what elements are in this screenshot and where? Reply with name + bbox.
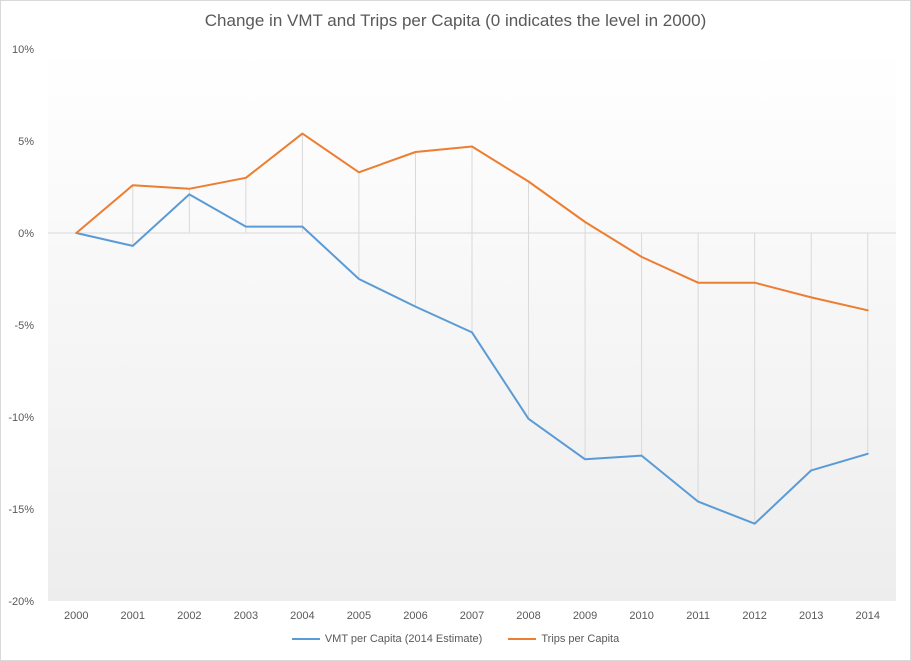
y-tick-label: -15% <box>8 504 34 516</box>
x-tick-label-2007: 2007 <box>460 610 484 622</box>
x-tick-label-2003: 2003 <box>234 610 258 622</box>
y-tick-label: 5% <box>18 136 34 148</box>
series-line-trips <box>75 132 869 312</box>
legend-item-vmt: VMT per Capita (2014 Estimate) <box>291 633 483 645</box>
legend-swatch-vmt <box>291 638 320 640</box>
y-tick-label: -5% <box>14 320 34 332</box>
x-tick-label-2004: 2004 <box>290 610 314 622</box>
x-tick-label-2001: 2001 <box>121 610 145 622</box>
legend-label-vmt: VMT per Capita (2014 Estimate) <box>324 633 483 645</box>
chart-title: Change in VMT and Trips per Capita (0 in… <box>204 11 707 30</box>
x-tick-label-2005: 2005 <box>347 610 371 622</box>
drop-lines <box>132 133 869 524</box>
x-tick-label-2010: 2010 <box>629 610 653 622</box>
legend-label-trips: Trips per Capita <box>541 633 620 645</box>
y-tick-label: -20% <box>8 596 34 608</box>
x-tick-label-2000: 2000 <box>64 610 88 622</box>
y-tick-label: -10% <box>8 412 34 424</box>
x-tick-label-2011: 2011 <box>686 610 710 622</box>
series-line-vmt <box>75 193 869 525</box>
x-tick-label-2008: 2008 <box>516 610 540 622</box>
x-tick-label-2006: 2006 <box>403 610 427 622</box>
x-tick-label-2009: 2009 <box>573 610 597 622</box>
x-tick-label-2013: 2013 <box>799 610 823 622</box>
x-axis-ticks: 2000 2001 2002 2003 2004 2005 2006 2007 2008 2009… <box>64 610 880 622</box>
y-tick-label: 0% <box>18 228 34 240</box>
x-tick-label-2012: 2012 <box>742 610 766 622</box>
y-axis-ticks: 10% 5% 0% -5% -10% -15% -20% <box>8 44 34 608</box>
legend: VMT per Capita (2014 Estimate) Trips per… <box>1 633 910 645</box>
x-tick-label-2002: 2002 <box>177 610 201 622</box>
x-tick-label-2014: 2014 <box>855 610 879 622</box>
series-lines <box>75 132 869 525</box>
y-tick-label: 10% <box>12 44 34 56</box>
legend-item-trips: Trips per Capita <box>508 633 619 645</box>
legend-swatch-trips <box>508 638 537 640</box>
